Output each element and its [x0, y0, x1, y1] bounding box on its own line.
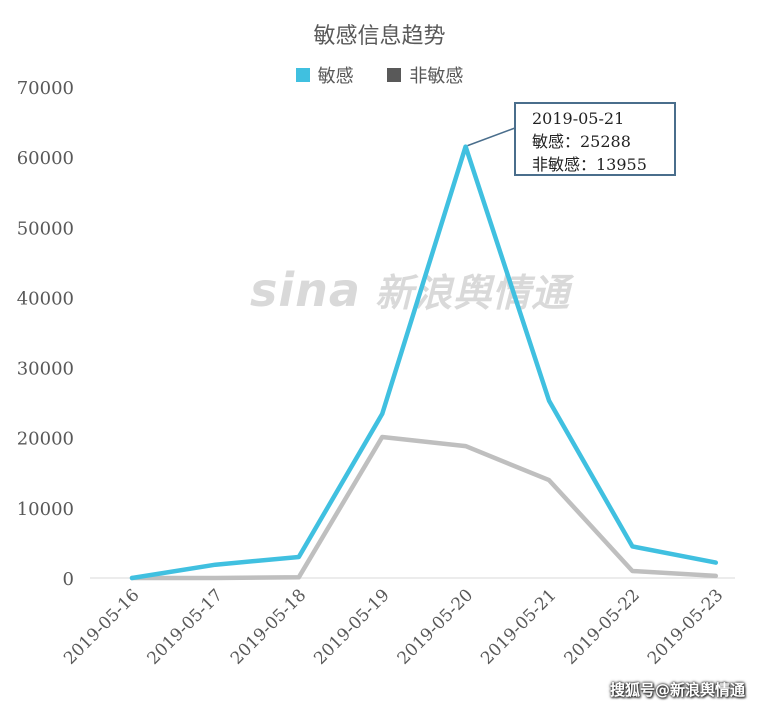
tooltip-date: 2019-05-21 — [532, 109, 625, 128]
watermark-brand-text: 新浪舆情通 — [375, 271, 571, 315]
y-axis-ticks: 0 10000 20000 30000 40000 50000 60000 70000 — [17, 78, 74, 590]
x-tick-label: 2019-05-17 — [143, 585, 226, 668]
x-tick-label: 2019-05-22 — [560, 585, 643, 668]
y-tick-label: 40000 — [17, 288, 74, 309]
y-tick-label: 30000 — [17, 359, 74, 380]
legend-swatch-nonsensitive — [387, 68, 402, 82]
y-tick-label: 20000 — [17, 429, 74, 450]
series-line-nonsensitive[interactable] — [129, 434, 719, 581]
sina-watermark-logo-text: sina — [250, 263, 361, 317]
x-tick-label: 2019-05-18 — [227, 585, 310, 668]
x-tick-label: 2019-05-16 — [60, 585, 143, 668]
tooltip-nonsensitive: 非敏感：13955 — [532, 155, 647, 174]
x-axis-ticks: 2019-05-16 2019-05-17 2019-05-18 2019-05-19… — [60, 585, 727, 668]
sina-watermark-logo: sina 新浪舆情通 — [250, 262, 570, 317]
legend-label-sensitive: 敏感 — [317, 66, 354, 87]
legend-label-nonsensitive: 非敏感 — [409, 66, 464, 87]
x-tick-label: 2019-05-21 — [477, 585, 560, 668]
y-tick-label: 10000 — [17, 499, 74, 520]
chart-title: 敏感信息趋势 — [313, 24, 446, 49]
tooltip-sensitive: 敏感：25288 — [532, 132, 631, 151]
x-tick-label: 2019-05-19 — [310, 585, 393, 668]
data-tooltip: 2019-05-21 敏感：25288 非敏感：13955 — [514, 102, 676, 176]
legend-item-nonsensitive[interactable]: 非敏感 — [387, 62, 463, 88]
tooltip-leader-line — [467, 127, 516, 147]
chart-legend: 敏感 非敏感 — [0, 62, 759, 88]
y-tick-label: 70000 — [17, 78, 74, 99]
legend-swatch-sensitive — [295, 68, 310, 82]
x-tick-label: 2019-05-23 — [644, 585, 727, 668]
y-tick-label: 0 — [63, 569, 74, 590]
y-tick-label: 50000 — [17, 218, 74, 239]
x-tick-label: 2019-05-20 — [394, 585, 477, 668]
y-tick-label: 60000 — [17, 148, 74, 169]
series-line-sensitive[interactable] — [129, 144, 719, 581]
series-lines — [129, 144, 719, 581]
footer-credit: 搜狐号@新浪舆情通 — [609, 681, 745, 699]
legend-item-sensitive[interactable]: 敏感 — [295, 62, 354, 88]
